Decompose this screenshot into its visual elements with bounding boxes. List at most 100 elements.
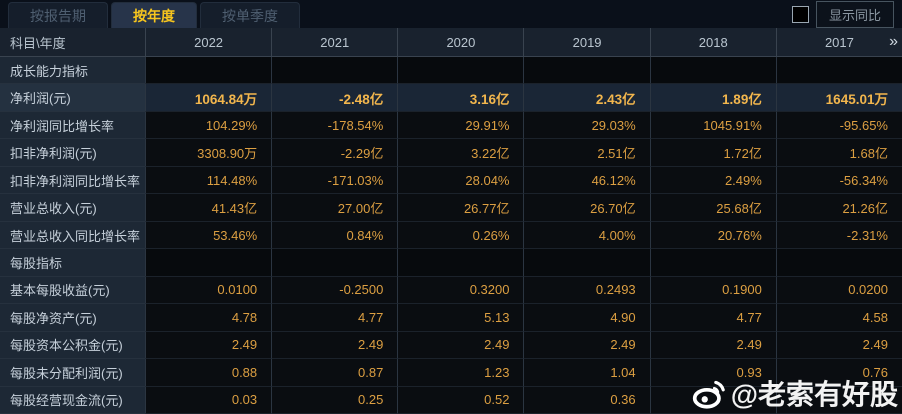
cell-value: 4.00% — [523, 221, 650, 250]
cell-value: -0.2500 — [271, 276, 398, 305]
table-row[interactable]: 营业总收入(元) 41.43亿 27.00亿 26.77亿 26.70亿 25.68亿 21… — [0, 194, 902, 222]
more-columns-icon[interactable]: » — [889, 33, 898, 50]
cell-value: 1.68亿 — [775, 139, 902, 167]
cell-value: 0.2493 — [523, 276, 650, 305]
cell-value: 1.72亿 — [649, 139, 776, 167]
tabbar-spacer — [303, 0, 792, 28]
cell-value: 0.3200 — [397, 276, 524, 305]
row-label: 扣非净利润同比增长率 — [0, 166, 145, 195]
cell-value: 3.16亿 — [397, 84, 524, 112]
cell-value: 0.0200 — [775, 276, 902, 305]
cell-value: 1045.91% — [649, 111, 776, 140]
cell-value: 1.23 — [397, 359, 524, 387]
cell-value: 0.25 — [271, 386, 398, 414]
cell-value: 41.43亿 — [145, 194, 272, 222]
row-label: 每股未分配利润(元) — [0, 359, 145, 387]
cell-value: 2.51亿 — [523, 139, 650, 167]
cell-value: 0.93 — [649, 359, 776, 387]
table-row[interactable]: 扣非净利润同比增长率 114.48% -171.03% 28.04% 46.12% 2.4… — [0, 166, 902, 195]
table-row[interactable]: 基本每股收益(元) 0.0100 -0.2500 0.3200 0.2493 0.1900… — [0, 276, 902, 305]
table-row[interactable]: 扣非净利润(元) 3308.90万 -2.29亿 3.22亿 2.51亿 1.72亿 1.6… — [0, 139, 902, 167]
tab-by-single-quarter[interactable]: 按单季度 — [200, 2, 300, 28]
cell-value: 21.26亿 — [775, 194, 902, 222]
row-label: 成长能力指标 — [0, 57, 145, 85]
cell-value: 0.36 — [523, 386, 650, 414]
year-label: 2018 — [698, 34, 728, 50]
cell-value: 2.49 — [271, 331, 398, 360]
cell-value: 114.48% — [145, 166, 272, 195]
row-label: 每股经营现金流(元) — [0, 386, 145, 414]
table-row[interactable]: 每股经营现金流(元) 0.03 0.25 0.52 0.36 — [0, 386, 902, 414]
cell-value — [523, 57, 650, 85]
table-row[interactable]: 净利润同比增长率 104.29% -178.54% 29.91% 29.03% 1045.… — [0, 111, 902, 140]
cell-value: 3.22亿 — [397, 139, 524, 167]
table-row[interactable]: 每股净资产(元) 4.78 4.77 5.13 4.90 4.77 4.58 — [0, 304, 902, 332]
show-yoy-label[interactable]: 显示同比 — [815, 0, 894, 28]
row-label: 每股指标 — [0, 249, 145, 277]
column-header-2020: 2020 — [397, 28, 523, 56]
cell-value — [145, 57, 272, 85]
column-header-2018: 2018 — [649, 28, 776, 56]
table-header-row: 科目\年度 2022 2021 2020 2019 2018 2017 » — [0, 28, 902, 57]
cell-value: 0.26% — [397, 221, 524, 250]
table-row[interactable]: 每股未分配利润(元) 0.88 0.87 1.23 1.04 0.93 0.76 — [0, 359, 902, 387]
table-row[interactable]: 成长能力指标 — [0, 57, 902, 85]
cell-value — [649, 249, 776, 277]
cell-value: 2.49 — [145, 331, 272, 360]
cell-value: 104.29% — [145, 111, 272, 140]
cell-value: 4.78 — [145, 304, 272, 332]
row-label: 净利润(元) — [0, 84, 145, 112]
cell-value: -56.34% — [775, 166, 902, 195]
cell-value: 28.04% — [397, 166, 524, 195]
cell-value — [271, 57, 398, 85]
cell-value — [523, 249, 650, 277]
cell-value: 20.76% — [649, 221, 776, 250]
cell-value: 2.43亿 — [523, 84, 650, 112]
year-label: 2022 — [194, 34, 224, 50]
cell-value: 26.77亿 — [397, 194, 524, 222]
column-header-2021: 2021 — [271, 28, 397, 56]
cell-value — [649, 57, 776, 85]
cell-value — [397, 249, 524, 277]
show-yoy-checkbox[interactable] — [791, 5, 809, 23]
cell-value — [775, 249, 902, 277]
table-row[interactable]: 每股资本公积金(元) 2.49 2.49 2.49 2.49 2.49 2.49 — [0, 331, 902, 360]
cell-value: 1.89亿 — [649, 84, 776, 112]
table-row[interactable]: 净利润(元) 1064.84万 -2.48亿 3.16亿 2.43亿 1.89亿 1645.… — [0, 84, 902, 112]
cell-value: 29.03% — [523, 111, 650, 140]
column-header-2017: 2017 » — [775, 28, 902, 56]
cell-value — [649, 386, 776, 414]
year-label: 2017 — [824, 34, 854, 50]
row-label: 基本每股收益(元) — [0, 276, 145, 305]
cell-value: 2.49% — [649, 166, 776, 195]
tab-by-year[interactable]: 按年度 — [111, 2, 197, 28]
cell-value: 0.76 — [775, 359, 902, 387]
year-label: 2019 — [572, 34, 602, 50]
cell-value: 1.04 — [523, 359, 650, 387]
cell-value: 2.49 — [649, 331, 776, 360]
table-row[interactable]: 营业总收入同比增长率 53.46% 0.84% 0.26% 4.00% 20.76% -2.… — [0, 221, 902, 250]
cell-value — [397, 57, 524, 85]
cell-value: 1064.84万 — [145, 84, 272, 112]
cell-value: 5.13 — [397, 304, 524, 332]
cell-value: 26.70亿 — [523, 194, 650, 222]
cell-value: 29.91% — [397, 111, 524, 140]
table-body: 成长能力指标 净利润(元) 1064.84万 -2.48亿 3.16亿 2.43亿 1.89… — [0, 57, 902, 414]
cell-value: 46.12% — [523, 166, 650, 195]
table-row[interactable]: 每股指标 — [0, 249, 902, 277]
cell-value: 53.46% — [145, 221, 272, 250]
year-label: 2020 — [446, 34, 476, 50]
cell-value: 4.77 — [271, 304, 398, 332]
column-header-2022: 2022 — [145, 28, 271, 56]
cell-value — [775, 386, 902, 414]
row-label: 每股资本公积金(元) — [0, 331, 145, 360]
cell-value: 1645.01万 — [775, 84, 902, 112]
cell-value: -95.65% — [775, 111, 902, 140]
row-label: 扣非净利润(元) — [0, 139, 145, 167]
cell-value: 4.90 — [523, 304, 650, 332]
tab-by-report-period[interactable]: 按报告期 — [8, 2, 108, 28]
cell-value: 0.52 — [397, 386, 524, 414]
cell-value: -171.03% — [271, 166, 398, 195]
cell-value: 0.84% — [271, 221, 398, 250]
